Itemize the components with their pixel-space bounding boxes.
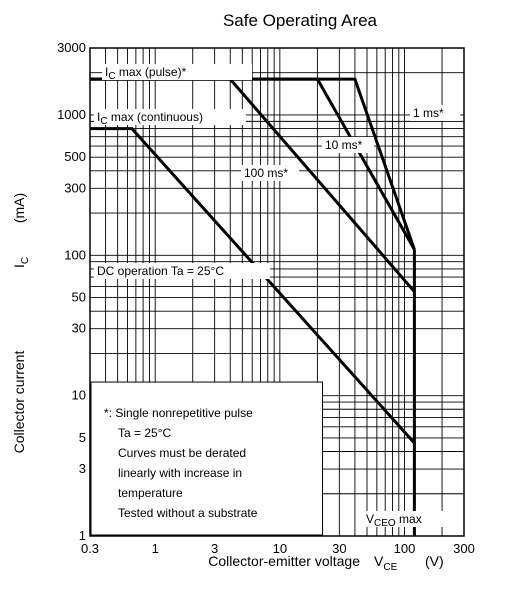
note-line: Curves must be derated [118, 446, 246, 460]
y-tick-label: 10 [72, 388, 86, 403]
ic-max-pulse-label-background [102, 64, 252, 80]
dc-operation-label-background [94, 263, 270, 279]
y-tick-label: 30 [72, 321, 86, 336]
y-tick-label: 3000 [57, 40, 86, 55]
x-tick-label: 10 [273, 541, 287, 556]
y-axis-unit: (mA) [11, 193, 27, 223]
ic-max-pulse-label: IC max (pulse)* [105, 65, 187, 82]
note-line: Tested without a substrate [118, 506, 258, 520]
x-tick-label: 3 [211, 541, 218, 556]
note-line: temperature [118, 486, 183, 500]
y-tick-label: 50 [72, 290, 86, 305]
y-tick-label: 5 [79, 430, 86, 445]
chart-title: Safe Operating Area [223, 11, 378, 30]
note-line: Ta = 25°C [118, 426, 171, 440]
x-axis-unit: (V) [425, 553, 444, 569]
vceo-max-label-background [363, 511, 453, 527]
curve-1ms-label: 1 ms* [413, 106, 444, 120]
curve-100ms-label-background [241, 165, 299, 181]
y-tick-label: 500 [64, 149, 86, 164]
ic-max-continuous-label: IC max (continuous) [97, 110, 203, 127]
y-axis-label: Collector current [11, 351, 27, 454]
x-tick-label: 30 [332, 541, 346, 556]
y-tick-label: 3 [79, 461, 86, 476]
y-tick-label: 1 [79, 528, 86, 543]
note-line: linearly with increase in [118, 466, 242, 480]
x-tick-label: 0.3 [81, 541, 99, 556]
curve-10ms-label: 10 ms* [325, 138, 363, 152]
curve-1ms-label-background [410, 105, 460, 121]
curve-100ms-label: 100 ms* [244, 166, 288, 180]
y-tick-label: 100 [64, 247, 86, 262]
tick-labels: 0.3 1 3 10 30 100 3001351030501003005001000300… [57, 40, 475, 556]
y-tick-label: 300 [64, 180, 86, 195]
note-line: *: Single nonrepetitive pulse [104, 406, 253, 420]
x-tick-label: 100 [394, 541, 416, 556]
x-tick-label: 300 [453, 541, 475, 556]
series-line [90, 127, 416, 445]
y-tick-label: 1000 [57, 107, 86, 122]
vceo-max-label: VCEO max [366, 512, 422, 529]
x-axis-label: Collector-emitter voltage [208, 553, 360, 569]
ic-max-continuous-label-background [94, 109, 246, 125]
plot-frame [89, 47, 465, 537]
notes-box [90, 381, 324, 536]
y-axis-symbol: IC [11, 257, 31, 268]
dc-operation-label: DC operation Ta = 25°C [97, 264, 224, 278]
chart-grid [89, 47, 465, 537]
curve-10ms-label-background [322, 137, 374, 153]
chart-annotations: IC max (pulse)* IC max (continuous) 1 ms* 1… [94, 64, 460, 529]
x-axis-symbol: VCE [374, 553, 398, 573]
x-tick-label: 1 [152, 541, 159, 556]
